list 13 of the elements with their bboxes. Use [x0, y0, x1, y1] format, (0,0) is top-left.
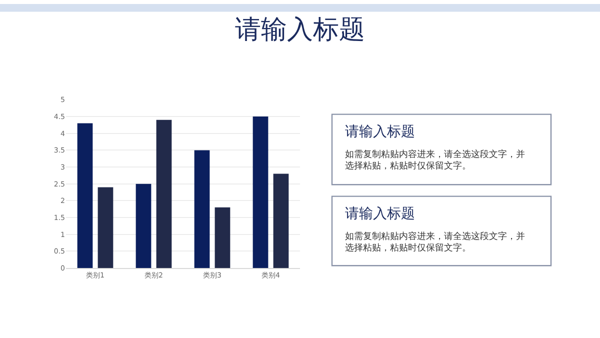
bar — [194, 150, 210, 268]
bar — [77, 123, 93, 268]
text: 请输入标题 — [235, 15, 365, 46]
text: 请输入标题 — [345, 206, 415, 222]
bar — [136, 184, 152, 268]
text: 请输入标题 — [345, 124, 415, 140]
bar — [252, 116, 268, 268]
bar — [214, 207, 230, 268]
bar — [273, 174, 289, 268]
bar — [156, 120, 172, 268]
bar — [98, 187, 114, 268]
text: 如需复制粘贴内容进来，请全选这段文字，并选择粘贴，粘贴时仅保留文字。 — [345, 231, 525, 254]
text: 如需复制粘贴内容进来，请全选这段文字，并选择粘贴，粘贴时仅保留文字。 — [345, 149, 525, 172]
